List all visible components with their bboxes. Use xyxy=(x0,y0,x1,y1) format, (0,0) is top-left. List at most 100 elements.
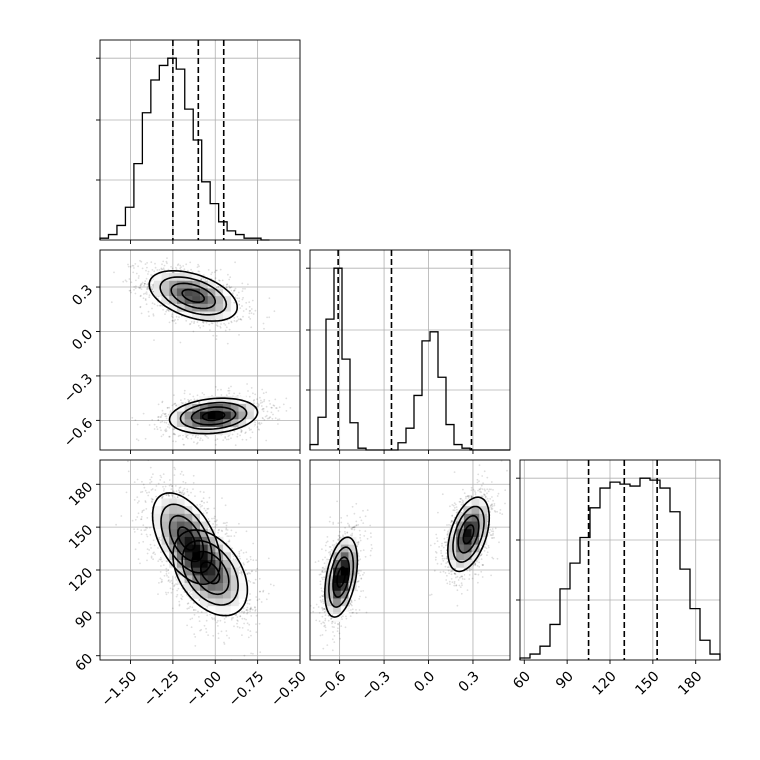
scatter-point xyxy=(220,323,222,325)
density-cell xyxy=(215,296,224,305)
scatter-point xyxy=(228,535,230,538)
scatter-point xyxy=(228,328,231,331)
scatter-point xyxy=(192,474,195,477)
scatter-point xyxy=(146,283,149,286)
scatter-point xyxy=(125,491,128,494)
scatter-point xyxy=(225,394,228,397)
scatter-point xyxy=(190,321,193,323)
scatter-point xyxy=(257,428,260,430)
scatter-point xyxy=(152,314,155,317)
scatter-point xyxy=(133,481,136,483)
scatter-point xyxy=(161,420,164,423)
scatter-point xyxy=(175,490,178,493)
scatter-point xyxy=(255,570,257,573)
scatter-point xyxy=(189,261,192,264)
scatter-point xyxy=(163,264,166,267)
scatter-point xyxy=(189,322,192,325)
scatter-point xyxy=(205,631,208,633)
scatter-point xyxy=(143,283,146,285)
scatter-point xyxy=(146,491,148,494)
scatter-point xyxy=(238,566,241,569)
scatter-point xyxy=(153,551,155,554)
density-cell xyxy=(192,411,201,420)
scatter-point xyxy=(254,578,257,581)
scatter-point xyxy=(165,494,168,496)
contour-line xyxy=(190,406,237,426)
scatter-point xyxy=(178,491,181,494)
scatter-point xyxy=(172,440,175,443)
scatter-point xyxy=(203,393,206,396)
scatter-point xyxy=(217,632,220,635)
scatter-point xyxy=(225,286,228,289)
scatter-point xyxy=(265,414,268,417)
scatter-point xyxy=(165,260,168,263)
scatter-point xyxy=(148,315,150,317)
scatter-point xyxy=(249,610,252,613)
scatter-point xyxy=(167,569,170,572)
scatter-point xyxy=(225,326,228,329)
scatter-point xyxy=(215,335,218,337)
scatter-point xyxy=(276,418,279,421)
scatter-point xyxy=(205,627,207,630)
scatter-point xyxy=(241,430,243,432)
scatter-point xyxy=(225,616,227,619)
scatter-point xyxy=(171,316,174,319)
density-cell xyxy=(238,419,247,428)
scatter-point xyxy=(159,304,162,307)
scatter-point xyxy=(167,576,170,578)
histogram-step xyxy=(309,267,510,451)
scatter-point xyxy=(155,426,158,428)
scatter-point xyxy=(227,322,230,325)
density-cell xyxy=(215,411,224,420)
scatter-point xyxy=(171,313,174,316)
scatter-point xyxy=(186,602,189,605)
scatter-point xyxy=(227,389,230,392)
scatter-point xyxy=(180,266,183,268)
scatter-point xyxy=(141,511,144,514)
scatter-point xyxy=(216,325,219,327)
scatter-point xyxy=(159,416,162,419)
scatter-point xyxy=(250,312,253,314)
scatter-point xyxy=(252,559,255,562)
density-cell xyxy=(192,311,201,320)
scatter-point xyxy=(153,423,156,426)
scatter-point xyxy=(181,491,184,494)
scatter-point xyxy=(249,630,252,632)
scatter-point xyxy=(248,603,251,605)
scatter-point xyxy=(171,319,174,322)
scatter-point xyxy=(153,428,156,430)
scatter-point xyxy=(252,399,255,402)
density-cell xyxy=(215,311,224,320)
scatter-point xyxy=(140,283,143,285)
scatter-point xyxy=(194,495,196,497)
scatter-point xyxy=(232,555,235,558)
scatter-point xyxy=(268,417,270,420)
scatter-point xyxy=(156,269,159,271)
scatter-point xyxy=(249,572,252,575)
scatter-point xyxy=(138,500,140,502)
scatter-point xyxy=(216,519,218,521)
scatter-point xyxy=(149,478,152,481)
scatter-point xyxy=(165,415,168,417)
scatter-point xyxy=(159,479,162,481)
scatter-point xyxy=(215,286,218,289)
scatter-point xyxy=(160,435,163,438)
scatter-point xyxy=(164,485,167,488)
scatter-point xyxy=(245,438,248,441)
scatter-point xyxy=(185,436,188,439)
scatter-point xyxy=(136,478,139,481)
scatter-point xyxy=(206,501,209,504)
histogram-panel-2 xyxy=(306,249,511,451)
scatter-point xyxy=(146,262,149,264)
scatter-point xyxy=(238,297,241,300)
scatter-point xyxy=(254,423,256,426)
scatter-point xyxy=(168,321,171,324)
scatter-point xyxy=(165,428,168,430)
scatter-point xyxy=(241,610,243,613)
scatter-point xyxy=(134,548,137,551)
scatter-point xyxy=(259,590,261,593)
scatter-point xyxy=(192,602,195,604)
scatter-point xyxy=(168,479,171,481)
scatter-point xyxy=(190,626,193,629)
scatter-point xyxy=(188,399,191,402)
